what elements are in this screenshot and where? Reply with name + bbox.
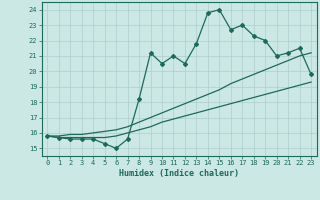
X-axis label: Humidex (Indice chaleur): Humidex (Indice chaleur) bbox=[119, 169, 239, 178]
